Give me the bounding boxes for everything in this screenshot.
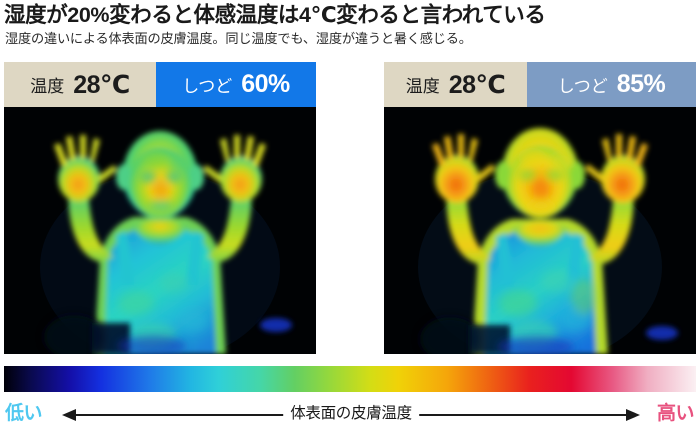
thermal-image-left <box>4 107 316 354</box>
thermal-image-left-graphic <box>4 107 316 354</box>
panel-right-temperature-block: 温度 28℃ <box>384 62 527 107</box>
panel-right-85-humidity: 温度 28℃ しつど 85% <box>384 62 696 354</box>
panel-right-humidity-block: しつど 85% <box>527 62 696 107</box>
scale-arrow-line: 体表面の皮膚温度 <box>62 401 640 423</box>
panel-right-header: 温度 28℃ しつど 85% <box>384 62 696 107</box>
arrow-line-left <box>75 414 285 416</box>
temperature-label: 温度 <box>30 77 65 96</box>
humidity-label: しつど <box>557 77 608 96</box>
thermal-image-right <box>384 107 696 354</box>
scale-low-label: 低い <box>5 403 43 424</box>
scale-high-label: 高い <box>656 403 695 424</box>
panel-left-temperature-block: 温度 28℃ <box>4 62 156 107</box>
colorbar-scale-row: 低い 体表面の皮膚温度 高い <box>0 396 700 430</box>
scale-caption: 体表面の皮膚温度 <box>283 401 419 423</box>
humidity-value: 60% <box>241 70 290 98</box>
temperature-value: 28℃ <box>448 70 506 99</box>
temperature-value: 28℃ <box>73 70 130 99</box>
humidity-label: しつど <box>182 77 233 96</box>
arrow-left-icon <box>62 408 76 421</box>
page-subtitle: 湿度の違いによる体表面の皮膚温度。同じ温度でも、湿度が違うと暑く感じる。 <box>5 31 472 46</box>
page-title: 湿度が20%変わると体感温度は4℃変わると言われている <box>4 3 546 27</box>
temperature-label: 温度 <box>405 77 440 96</box>
panel-left-humidity-block: しつど 60% <box>156 62 316 107</box>
panel-left-header: 温度 28℃ しつど 60% <box>4 62 316 107</box>
arrow-line-right <box>417 414 627 416</box>
panel-left-60-humidity: 温度 28℃ しつど 60% <box>4 62 316 354</box>
humidity-value: 85% <box>616 70 666 98</box>
arrow-right-icon <box>626 408 640 421</box>
temperature-colorbar <box>4 366 696 392</box>
thermal-image-right-graphic <box>384 107 696 354</box>
